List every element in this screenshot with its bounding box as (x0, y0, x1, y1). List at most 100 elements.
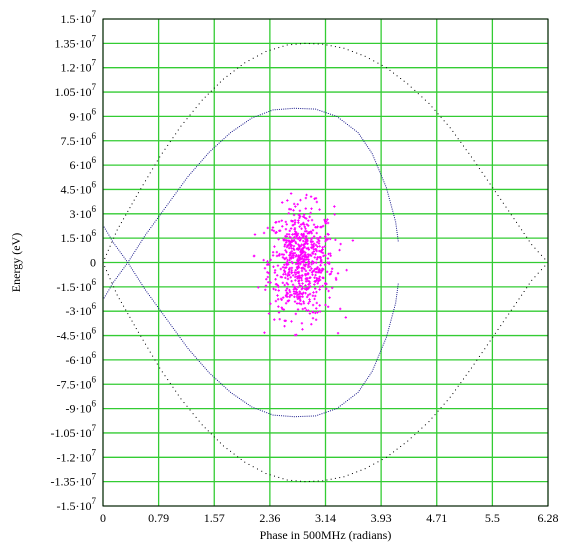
particle-point (293, 300, 297, 303)
particle-point (309, 240, 313, 244)
y-tick-label: -7.5·106 (57, 374, 97, 391)
curve-point (170, 199, 172, 201)
curve-point (380, 348, 382, 350)
curve-point (251, 117, 253, 119)
curve-point (204, 156, 206, 158)
particle-point (303, 242, 307, 246)
curve-point (110, 238, 112, 240)
curve-point (397, 238, 399, 240)
curve-point (160, 311, 162, 313)
curve-point (291, 44, 293, 46)
curve-point (129, 316, 131, 318)
curve-point (364, 142, 366, 144)
particle-point (321, 251, 325, 255)
curve-point (159, 156, 161, 158)
curve-point (257, 408, 259, 410)
curve-point (285, 415, 287, 417)
particle-point (326, 237, 330, 241)
particle-point (287, 212, 290, 215)
curve-point (462, 145, 464, 147)
curve-point (295, 107, 297, 109)
curve-point (470, 156, 472, 158)
curve-point (204, 96, 206, 98)
curve-point (282, 478, 284, 480)
curve-point (513, 305, 515, 307)
curve-point (396, 234, 398, 236)
curve-point (322, 480, 324, 482)
particle-point (333, 213, 336, 216)
curve-point (348, 125, 350, 127)
curve-point (389, 202, 391, 204)
particle-point (263, 331, 266, 334)
particle-point (299, 302, 303, 306)
curve-point (392, 210, 394, 212)
curve-point (308, 43, 310, 45)
curve-point (293, 416, 295, 418)
curve-point (437, 410, 439, 412)
curve-point (395, 300, 397, 302)
curve-point (526, 236, 528, 238)
curve-point (189, 409, 191, 411)
curve-point (104, 295, 106, 297)
particle-point (319, 271, 323, 274)
curve-point (497, 328, 499, 330)
particle-point (297, 254, 300, 257)
curve-point (273, 48, 275, 50)
curve-point (146, 291, 148, 293)
curve-point (346, 124, 348, 126)
curve-point (455, 389, 457, 391)
particle-point (300, 279, 303, 282)
curve-point (207, 430, 209, 432)
curve-point (132, 254, 134, 256)
particle-point (288, 258, 291, 262)
particle-point (272, 287, 275, 291)
curve-point (505, 317, 507, 319)
particle-point (277, 289, 280, 292)
curve-point (114, 233, 116, 235)
curve-point (313, 43, 315, 45)
particle-point (318, 288, 321, 291)
particle-point (285, 245, 289, 249)
curve-point (166, 318, 168, 320)
particle-point (263, 267, 267, 270)
particle-point (290, 257, 293, 260)
particle-point (318, 275, 321, 278)
curve-point (486, 179, 488, 181)
particle-point (283, 263, 286, 266)
particle-point (296, 275, 299, 278)
curve-point (369, 149, 371, 151)
curve-point (120, 253, 122, 255)
particle-point (274, 221, 277, 224)
particle-point (318, 285, 322, 289)
curve-point (400, 78, 402, 80)
particle-point (321, 284, 324, 288)
curve-point (245, 402, 247, 404)
curve-point (123, 256, 125, 258)
particle-point (296, 232, 300, 236)
particle-point (297, 296, 301, 300)
curve-point (169, 141, 171, 143)
curve-point (443, 403, 445, 405)
curve-point (368, 147, 370, 149)
curve-point (381, 64, 383, 66)
curve-point (106, 230, 108, 232)
curve-point (492, 187, 494, 189)
curve-point (386, 189, 388, 191)
particle-point (302, 223, 306, 226)
curve-point (455, 134, 457, 136)
curve-point (255, 408, 257, 410)
particle-point (252, 254, 256, 258)
particle-point (339, 242, 342, 246)
particle-point (277, 305, 280, 308)
curve-point (329, 410, 331, 412)
particle-point (289, 208, 293, 211)
particle-point (312, 244, 315, 248)
curve-point (107, 291, 109, 293)
particle-point (307, 283, 310, 286)
curve-point (109, 287, 111, 289)
particle-point (284, 289, 288, 292)
curve-point (261, 53, 263, 55)
curve-point (237, 396, 239, 398)
particle-point (301, 293, 304, 296)
curve-point (159, 214, 161, 216)
